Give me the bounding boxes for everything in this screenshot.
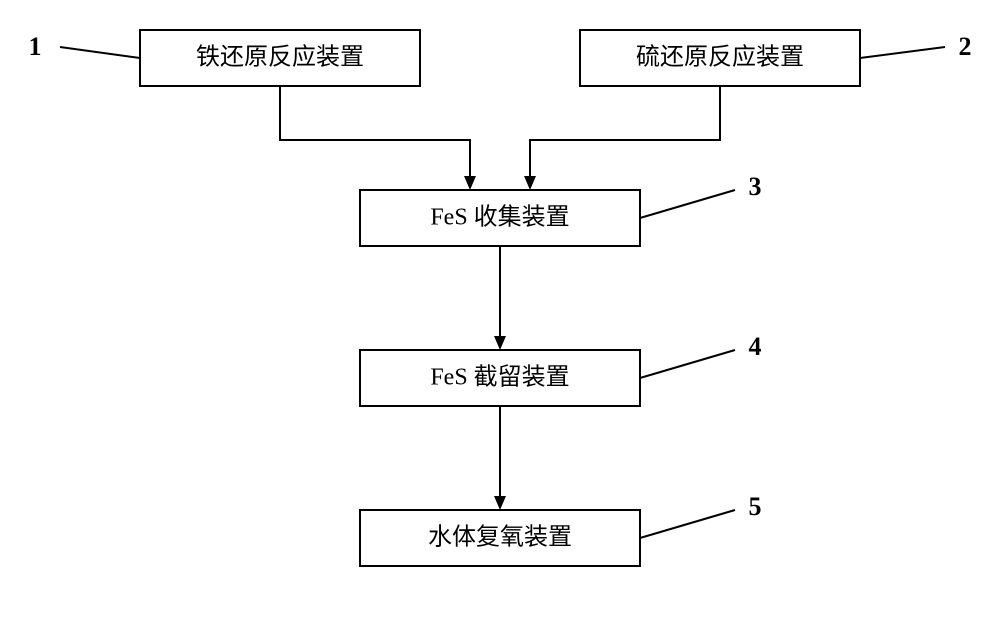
flow-node-n3: FeS 收集装置 3 [360,172,762,246]
node-label: 铁还原反应装置 [196,44,364,71]
node-label: 水体复氧装置 [428,524,572,551]
flow-edge [530,86,720,182]
node-number: 1 [29,32,42,61]
flow-node-n1: 铁还原反应装置 1 [29,30,421,86]
flow-node-n5: 水体复氧装置 5 [360,492,762,566]
node-number: 5 [749,492,762,521]
node-label: FeS 截留装置 [430,364,569,391]
flow-node-n2: 硫还原反应装置 2 [580,30,972,86]
lead-line [60,47,140,58]
lead-line [640,190,735,218]
lead-line [860,47,945,58]
flow-edge [280,86,470,182]
node-number: 2 [959,32,972,61]
node-number: 4 [749,332,762,361]
flowchart-canvas: 铁还原反应装置 1 硫还原反应装置 2 FeS 收集装置 3 FeS 截留装置 4 水体复氧装置… [0,0,1000,641]
arrow-head-icon [494,336,506,350]
node-label: FeS 收集装置 [430,204,569,231]
node-label: 硫还原反应装置 [636,44,804,71]
lead-line [640,350,735,378]
node-number: 3 [749,172,762,201]
arrow-head-icon [494,496,506,510]
arrow-head-icon [464,176,476,190]
arrow-head-icon [524,176,536,190]
lead-line [640,510,735,538]
flow-node-n4: FeS 截留装置 4 [360,332,762,406]
